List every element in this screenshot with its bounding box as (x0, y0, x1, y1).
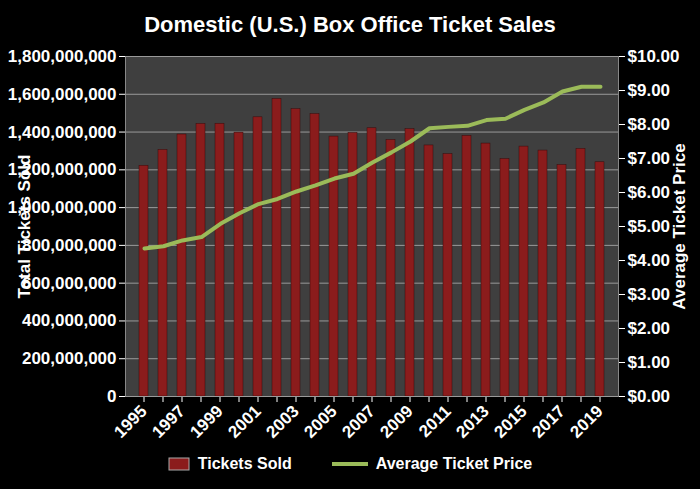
html-text:Domestic (U.S.) Box Office Tic: Domestic (U.S.) Box Office Ticket Sales (144, 12, 556, 37)
svg-text:1,800,000,000: 1,800,000,000 (8, 47, 117, 66)
svg-text:2009: 2009 (376, 402, 416, 442)
html-text:Tickets Sold: Tickets Sold (197, 455, 292, 472)
svg-text:800,000,000: 800,000,000 (22, 236, 117, 255)
html-text:Average Ticket Price: Average Ticket Price (375, 455, 533, 472)
svg-text:2015: 2015 (490, 402, 530, 442)
svg-text:1,000,000,000: 1,000,000,000 (7, 198, 117, 218)
svg-text:Average Ticket Price: Average Ticket Price (670, 143, 689, 309)
svg-text:200,000,000: 200,000,000 (22, 349, 117, 368)
svg-text:1997: 1997 (148, 402, 188, 442)
svg-text:1,200,000,000: 1,200,000,000 (7, 160, 117, 180)
svg-text:1,400,000,000: 1,400,000,000 (8, 122, 117, 141)
svg-text:2003: 2003 (262, 402, 302, 442)
svg-text:$1.00: $1.00 (628, 353, 671, 372)
svg-text:$2.00: $2.00 (628, 319, 671, 338)
svg-text:Total Tickets Sold: Total Tickets Sold (15, 155, 34, 299)
svg-text:600,000,000: 600,000,000 (22, 274, 117, 293)
svg-text:$10.00: $10.00 (628, 47, 680, 66)
svg-text:$9.00: $9.00 (628, 81, 671, 100)
svg-text:$6.00: $6.00 (628, 183, 671, 202)
svg-text:2007: 2007 (338, 402, 378, 442)
svg-text:$3.00: $3.00 (628, 285, 671, 304)
svg-text:$0.00: $0.00 (628, 387, 671, 406)
svg-text:400,000,000: 400,000,000 (22, 311, 117, 330)
svg-text:0: 0 (107, 387, 116, 406)
svg-text:1995: 1995 (110, 402, 150, 442)
svg-text:1999: 1999 (186, 402, 226, 442)
svg-text:2001: 2001 (224, 402, 264, 442)
svg-text:2005: 2005 (300, 402, 340, 442)
svg-text:2019: 2019 (566, 402, 606, 442)
svg-text:2017: 2017 (528, 402, 568, 442)
svg-text:$5.00: $5.00 (628, 217, 671, 236)
svg-text:2013: 2013 (452, 402, 492, 442)
svg-text:1,600,000,000: 1,600,000,000 (8, 85, 117, 104)
svg-text:$4.00: $4.00 (628, 251, 671, 270)
svg-text:$7.00: $7.00 (628, 149, 671, 168)
svg-text:2011: 2011 (415, 402, 455, 442)
svg-text:$8.00: $8.00 (628, 115, 671, 134)
